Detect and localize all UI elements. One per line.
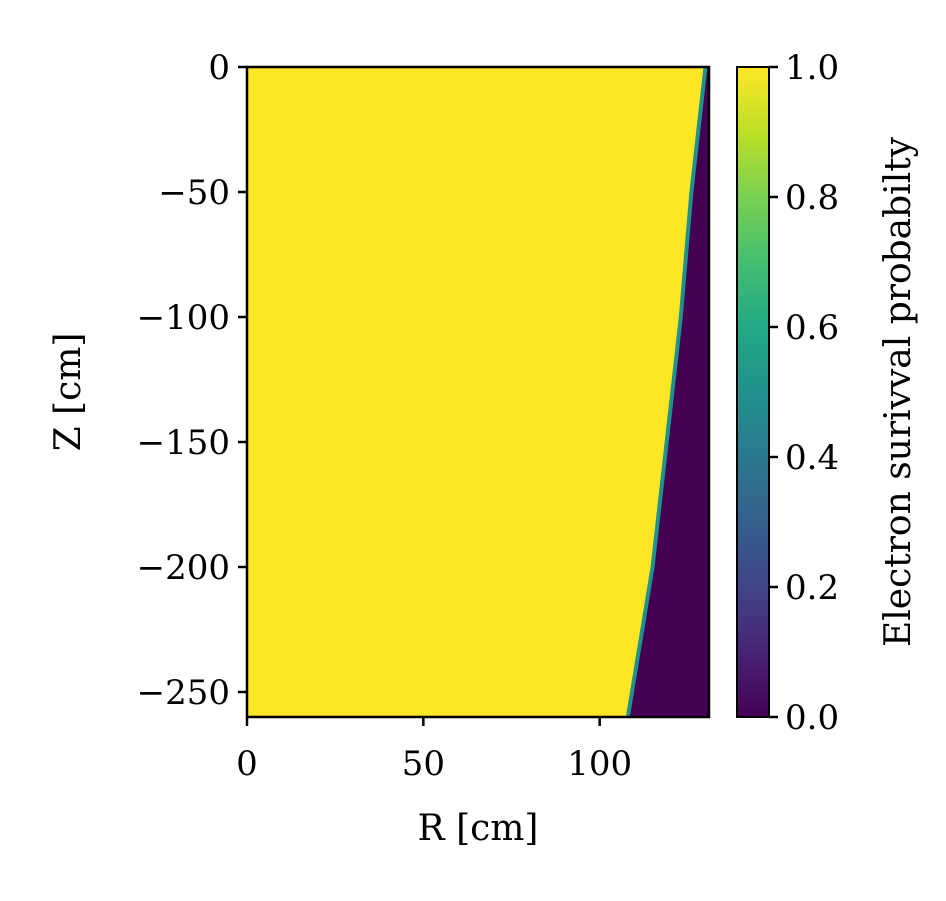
- plot-frame: [245, 65, 711, 719]
- colorbar-tick-label: 0.8: [785, 178, 839, 218]
- x-axis-label: R [cm]: [418, 808, 539, 849]
- x-tick-label: 50: [402, 744, 445, 784]
- y-tick-label: −250: [137, 673, 230, 713]
- heatmap: [247, 66, 709, 718]
- colorbar: 1.0 0.8 0.6 0.4 0.2 0.0 Electron surivval pro…: [736, 48, 919, 738]
- colorbar-tick-label: 0.4: [785, 438, 839, 478]
- colorbar-gradient: [736, 66, 770, 718]
- x-axis-ticks: 0 50 100: [236, 717, 632, 784]
- y-tick-label: −200: [137, 548, 230, 588]
- x-tick-label: 0: [236, 744, 258, 784]
- heatmap-transition-edge: [625, 66, 708, 718]
- colorbar-tick-label: 1.0: [785, 48, 839, 88]
- x-tick-label: 100: [567, 744, 632, 784]
- colorbar-ticks: 1.0 0.8 0.6 0.4 0.2 0.0: [769, 48, 839, 738]
- y-tick-label: −50: [158, 173, 230, 213]
- colorbar-tick-label: 0.2: [785, 568, 839, 608]
- y-tick-label: 0: [208, 48, 230, 88]
- colorbar-label: Electron surivval probabilty: [878, 136, 919, 647]
- colorbar-tick-label: 0.6: [785, 308, 839, 348]
- y-tick-label: −150: [137, 423, 230, 463]
- heatmap-high-region: [247, 67, 709, 717]
- y-axis-ticks: 0 −50 −100 −150 −200 −250: [137, 48, 247, 713]
- y-axis-label: Z [cm]: [48, 333, 89, 452]
- colorbar-tick-label: 0.0: [785, 698, 839, 738]
- y-tick-label: −100: [137, 298, 230, 338]
